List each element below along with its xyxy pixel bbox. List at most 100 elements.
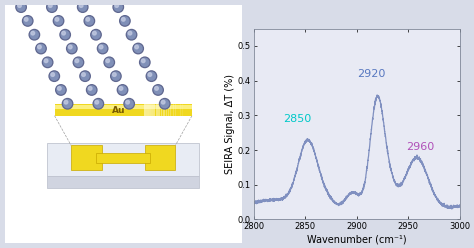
Circle shape (119, 16, 130, 26)
Circle shape (44, 59, 48, 62)
Circle shape (24, 18, 28, 21)
Text: 2960: 2960 (407, 142, 435, 152)
Circle shape (56, 85, 66, 95)
Circle shape (50, 72, 58, 80)
Circle shape (128, 31, 132, 35)
Circle shape (24, 17, 32, 25)
Circle shape (155, 87, 158, 90)
Circle shape (133, 43, 143, 54)
Circle shape (66, 43, 77, 54)
Circle shape (146, 71, 156, 81)
Bar (144, 104, 146, 116)
Bar (146, 104, 148, 116)
Circle shape (30, 31, 38, 39)
Bar (180, 104, 181, 116)
Circle shape (51, 73, 55, 76)
Circle shape (37, 45, 41, 49)
Circle shape (88, 86, 96, 94)
Circle shape (126, 30, 137, 40)
Circle shape (110, 71, 121, 81)
Circle shape (114, 3, 122, 11)
Circle shape (16, 2, 26, 12)
Circle shape (48, 3, 56, 11)
Circle shape (37, 45, 45, 53)
Circle shape (118, 86, 127, 94)
Polygon shape (47, 143, 199, 176)
Circle shape (95, 100, 99, 104)
Circle shape (36, 43, 46, 54)
Circle shape (125, 100, 133, 108)
Bar (161, 104, 162, 116)
Bar (55, 105, 192, 109)
Circle shape (85, 17, 93, 25)
Circle shape (94, 100, 102, 108)
Circle shape (121, 17, 129, 25)
Circle shape (17, 3, 25, 11)
Circle shape (115, 4, 118, 7)
Circle shape (63, 98, 73, 109)
Circle shape (98, 43, 108, 54)
Text: 2850: 2850 (283, 114, 311, 124)
Circle shape (88, 87, 92, 90)
Bar (182, 104, 183, 116)
Circle shape (141, 59, 145, 62)
Bar (154, 104, 155, 116)
Circle shape (86, 85, 97, 95)
Circle shape (62, 31, 65, 35)
Bar (96, 153, 151, 163)
Circle shape (92, 31, 100, 39)
Bar (151, 104, 153, 116)
Circle shape (44, 59, 52, 66)
Bar (165, 104, 167, 116)
Circle shape (154, 86, 162, 94)
Circle shape (81, 72, 89, 80)
Circle shape (29, 30, 40, 40)
Circle shape (161, 100, 169, 108)
Circle shape (99, 45, 103, 49)
Circle shape (82, 73, 85, 76)
Bar (156, 104, 158, 116)
Circle shape (148, 73, 152, 76)
Circle shape (31, 31, 35, 35)
Circle shape (140, 57, 150, 67)
Circle shape (153, 85, 163, 95)
Circle shape (112, 72, 120, 80)
Circle shape (18, 4, 21, 7)
Text: Au: Au (112, 106, 125, 115)
Circle shape (78, 2, 88, 12)
Circle shape (112, 73, 116, 76)
Circle shape (74, 59, 82, 66)
Bar (175, 104, 176, 116)
Circle shape (113, 2, 123, 12)
Circle shape (79, 4, 83, 7)
Circle shape (135, 45, 138, 49)
Circle shape (99, 45, 107, 53)
Circle shape (91, 30, 101, 40)
Circle shape (159, 98, 170, 109)
Circle shape (141, 59, 149, 66)
Circle shape (49, 71, 60, 81)
Bar (149, 104, 151, 116)
Circle shape (73, 57, 84, 67)
Text: 2920: 2920 (357, 69, 385, 79)
Circle shape (61, 31, 69, 39)
Circle shape (126, 100, 129, 104)
Bar (168, 104, 169, 116)
Bar (170, 104, 172, 116)
Circle shape (23, 16, 33, 26)
Bar (55, 104, 192, 116)
Circle shape (119, 87, 123, 90)
Circle shape (57, 86, 65, 94)
Circle shape (161, 100, 165, 104)
Bar (145, 145, 175, 170)
Circle shape (55, 18, 59, 21)
Circle shape (79, 3, 87, 11)
Circle shape (124, 98, 135, 109)
Circle shape (128, 31, 136, 39)
Circle shape (105, 59, 113, 66)
X-axis label: Wavenumber (cm⁻¹): Wavenumber (cm⁻¹) (307, 234, 407, 244)
Bar (158, 104, 160, 116)
Bar (71, 145, 102, 170)
Circle shape (104, 57, 115, 67)
Circle shape (43, 57, 53, 67)
